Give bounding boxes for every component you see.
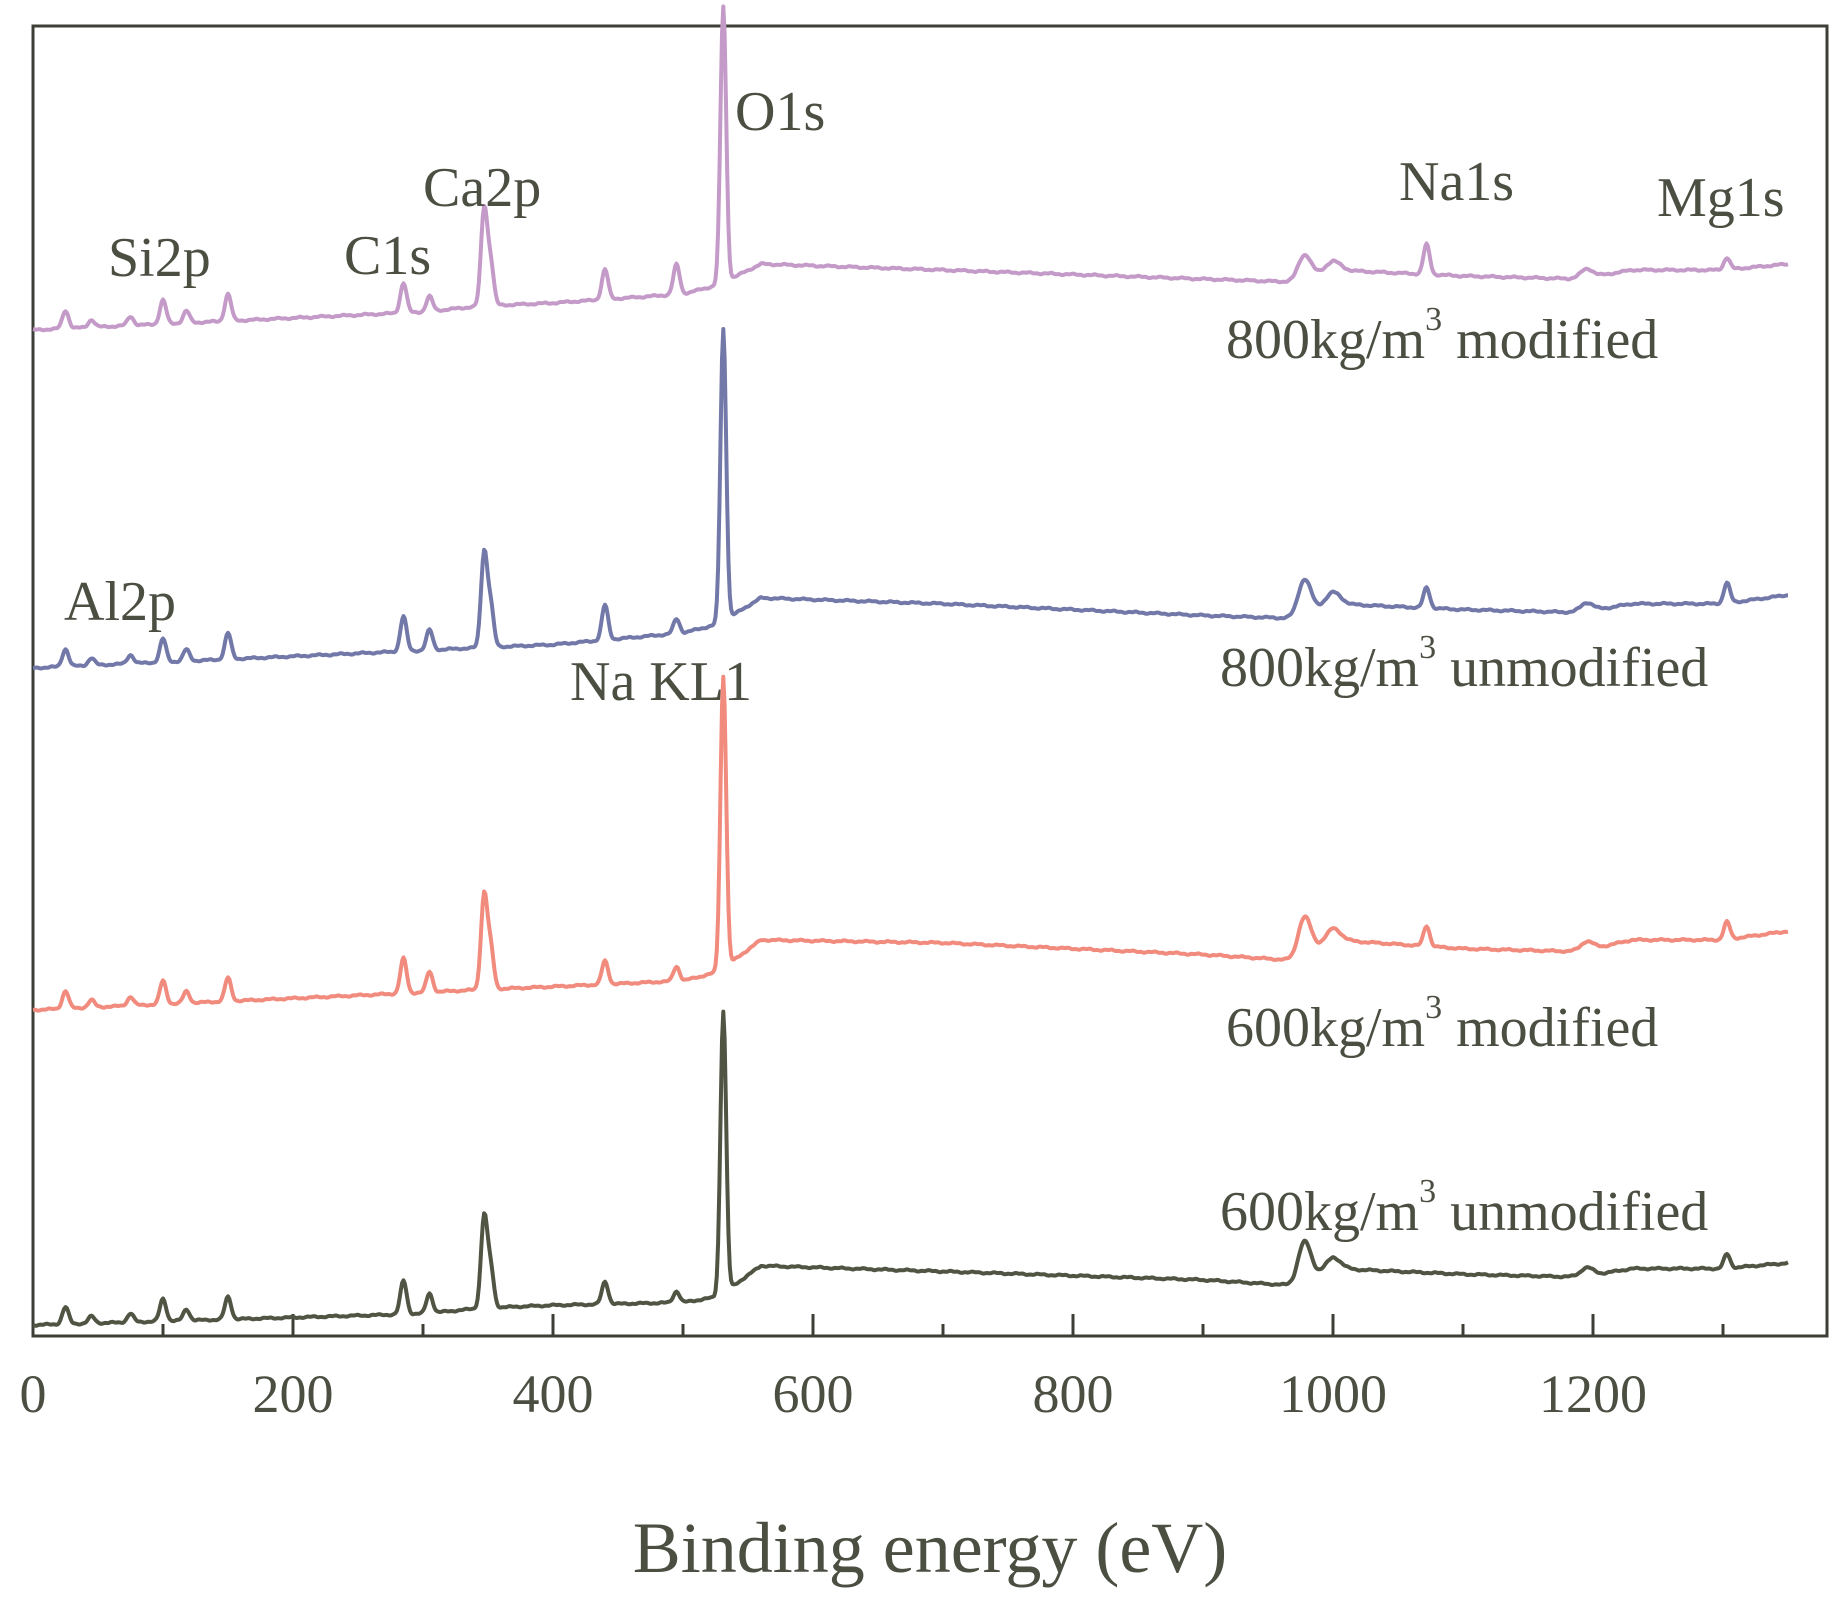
peak-label-o1s: O1s xyxy=(735,81,825,143)
series-line-2 xyxy=(32,327,1789,671)
series-line-1 xyxy=(32,4,1789,333)
peak-label-na-kl1: Na KL1 xyxy=(570,651,752,713)
x-axis-tick-labels: 0 200 400 600 800 1000 1200 xyxy=(20,1364,1648,1424)
x-tick-label: 1000 xyxy=(1279,1364,1387,1424)
peak-label-na1s: Na1s xyxy=(1399,151,1514,213)
peak-label-mg1s: Mg1s xyxy=(1657,167,1785,229)
x-tick-label: 1200 xyxy=(1539,1364,1647,1424)
plot-frame xyxy=(31,24,1829,1338)
x-tick-label: 800 xyxy=(1033,1364,1114,1424)
x-tick-label: 600 xyxy=(773,1364,854,1424)
peak-label-si2p: Si2p xyxy=(108,227,211,289)
series-line-3 xyxy=(32,674,1789,1013)
series-label-800-unmodified: 800kg/m3 unmodified xyxy=(1220,629,1708,699)
series-label-600-unmodified: 600kg/m3 unmodified xyxy=(1220,1173,1708,1243)
series-label-800-modified: 800kg/m3 modified xyxy=(1226,301,1658,371)
peak-label-c1s: C1s xyxy=(344,225,431,287)
series-group xyxy=(32,4,1789,1328)
series-label-600-modified: 600kg/m3 modified xyxy=(1226,989,1658,1059)
x-axis-title: Binding energy (eV) xyxy=(633,1508,1228,1588)
x-tick-label: 400 xyxy=(513,1364,594,1424)
series-line-4 xyxy=(32,1009,1789,1328)
x-tick-label: 0 xyxy=(20,1364,47,1424)
peak-label-al2p: Al2p xyxy=(64,571,176,633)
peak-label-ca2p: Ca2p xyxy=(423,157,541,219)
x-tick-label: 200 xyxy=(253,1364,334,1424)
x-axis-ticks xyxy=(31,1314,1725,1336)
